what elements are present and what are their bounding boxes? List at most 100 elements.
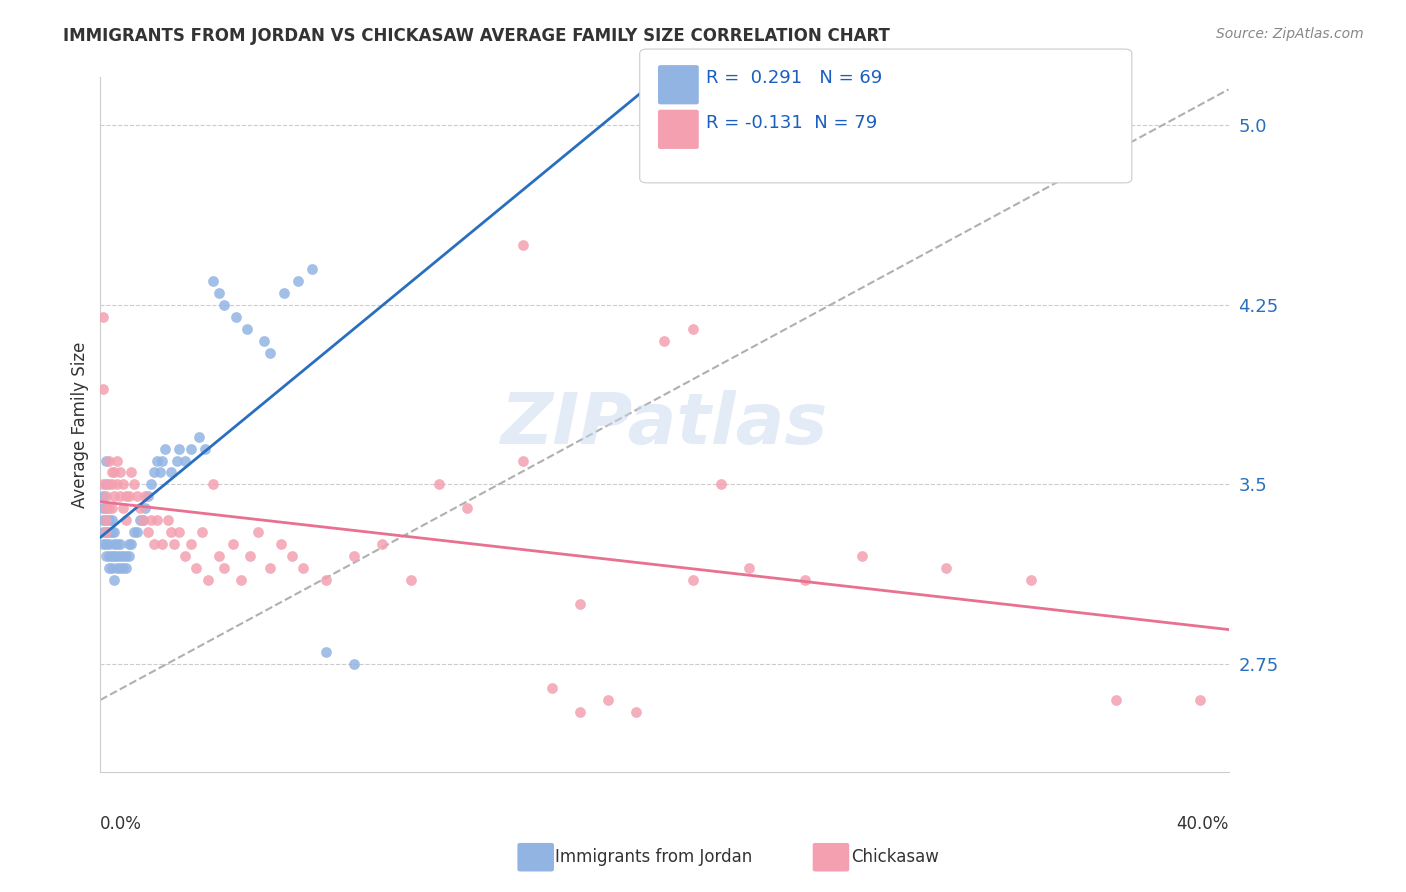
Point [91,513,114,527]
Point [122,477,145,491]
Point [97,561,120,575]
Text: R = -0.131  N = 79: R = -0.131 N = 79 [706,114,877,132]
Point [157,513,180,527]
Point [738,561,761,575]
Point [236,322,259,336]
Point [512,453,534,467]
Point [160,466,183,480]
Point [131,513,153,527]
Point [794,573,817,587]
Point [222,537,245,551]
Point [273,285,295,300]
Point [100,525,122,540]
Point [94,513,117,527]
Point [281,549,304,564]
Point [117,549,139,564]
Text: ZIPatlas: ZIPatlas [501,390,828,459]
Point [125,525,148,540]
Point [191,525,214,540]
Point [91,501,114,516]
Point [202,274,225,288]
Point [136,490,159,504]
Point [1105,693,1128,707]
Point [97,537,120,551]
Point [851,549,873,564]
Point [214,561,236,575]
Point [111,549,134,564]
Point [239,549,262,564]
Point [111,561,134,575]
Point [91,382,114,396]
Point [626,705,648,719]
Point [540,681,562,695]
Point [131,513,153,527]
Point [186,561,208,575]
Text: Chickasaw: Chickasaw [851,848,939,866]
Point [91,477,114,491]
Point [214,298,236,312]
Point [654,334,676,348]
Point [91,537,114,551]
Point [117,490,139,504]
Point [371,537,394,551]
Point [114,490,136,504]
Point [139,477,162,491]
Point [97,477,120,491]
Point [94,525,117,540]
Point [128,501,150,516]
Point [169,442,191,456]
Point [253,334,276,348]
Point [259,561,281,575]
Point [108,549,131,564]
Point [163,537,186,551]
Point [343,549,366,564]
Point [94,525,117,540]
Point [114,549,136,564]
Point [94,501,117,516]
Point [152,453,174,467]
Point [114,513,136,527]
Point [149,466,172,480]
Point [174,549,197,564]
Text: 40.0%: 40.0% [1177,815,1229,833]
Point [111,477,134,491]
Point [100,549,122,564]
Point [208,549,231,564]
Point [169,525,191,540]
Point [152,537,174,551]
Point [568,597,591,611]
Point [111,501,134,516]
Point [108,561,131,575]
Point [197,573,219,587]
Point [301,262,323,277]
Point [94,537,117,551]
Point [287,274,309,288]
Point [142,466,165,480]
Point [142,537,165,551]
Point [512,238,534,252]
Point [120,466,142,480]
Point [97,549,120,564]
Point [100,466,122,480]
Point [596,693,619,707]
Point [91,490,114,504]
Point [97,453,120,467]
Y-axis label: Average Family Size: Average Family Size [72,342,89,508]
Point [103,573,125,587]
Point [155,442,177,456]
Point [145,453,167,467]
Point [160,525,183,540]
Point [315,573,337,587]
Point [225,310,247,324]
Point [125,490,148,504]
Point [103,466,125,480]
Point [128,513,150,527]
Point [100,477,122,491]
Point [117,537,139,551]
Point [97,501,120,516]
Point [180,537,202,551]
Point [94,453,117,467]
Point [94,501,117,516]
Point [103,490,125,504]
Point [91,310,114,324]
